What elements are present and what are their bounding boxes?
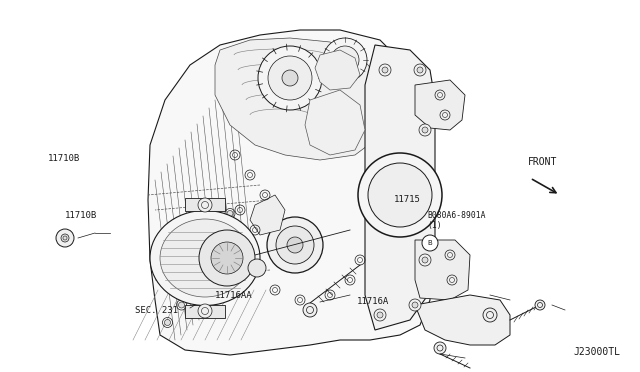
Circle shape — [422, 257, 428, 263]
Circle shape — [303, 303, 317, 317]
Circle shape — [198, 198, 212, 212]
Circle shape — [412, 302, 418, 308]
Circle shape — [198, 304, 212, 318]
Circle shape — [483, 308, 497, 322]
Text: 11716AA: 11716AA — [215, 291, 252, 300]
Circle shape — [268, 56, 312, 100]
Circle shape — [211, 242, 243, 274]
Circle shape — [212, 246, 218, 252]
Circle shape — [164, 320, 170, 326]
Ellipse shape — [150, 211, 260, 305]
Circle shape — [282, 70, 298, 86]
Circle shape — [56, 229, 74, 247]
Circle shape — [535, 300, 545, 310]
Polygon shape — [365, 45, 435, 330]
Circle shape — [379, 64, 391, 76]
Text: B080A6-8901A: B080A6-8901A — [428, 211, 486, 220]
Circle shape — [374, 309, 386, 321]
Circle shape — [202, 263, 208, 269]
Circle shape — [382, 67, 388, 73]
Circle shape — [258, 46, 322, 110]
Circle shape — [368, 163, 432, 227]
Polygon shape — [215, 38, 385, 160]
Polygon shape — [148, 30, 430, 355]
Circle shape — [447, 275, 457, 285]
Circle shape — [440, 110, 450, 120]
Circle shape — [331, 46, 359, 74]
Text: (1): (1) — [428, 221, 442, 230]
Polygon shape — [185, 305, 225, 318]
Circle shape — [377, 312, 383, 318]
Circle shape — [409, 299, 421, 311]
Polygon shape — [415, 295, 510, 345]
Circle shape — [61, 234, 69, 242]
Text: 11710B: 11710B — [48, 154, 80, 163]
Circle shape — [199, 230, 255, 286]
Circle shape — [414, 64, 426, 76]
Text: 11710B: 11710B — [65, 211, 97, 220]
Circle shape — [179, 302, 184, 308]
Circle shape — [276, 226, 314, 264]
Polygon shape — [185, 198, 225, 211]
Text: J23000TL: J23000TL — [574, 347, 621, 356]
Circle shape — [417, 67, 423, 73]
Circle shape — [323, 38, 367, 82]
Circle shape — [422, 127, 428, 133]
Text: 11716A: 11716A — [357, 297, 389, 306]
Text: B: B — [428, 240, 433, 246]
Circle shape — [287, 237, 303, 253]
Circle shape — [419, 124, 431, 136]
Circle shape — [422, 235, 438, 251]
Polygon shape — [415, 240, 470, 300]
Polygon shape — [315, 50, 360, 90]
Text: FRONT: FRONT — [528, 157, 557, 167]
Text: SEC. 231: SEC. 231 — [135, 306, 179, 315]
Circle shape — [248, 259, 266, 277]
Text: 11715: 11715 — [394, 195, 420, 203]
Circle shape — [445, 250, 455, 260]
Polygon shape — [415, 80, 465, 130]
Circle shape — [435, 90, 445, 100]
Circle shape — [358, 153, 442, 237]
Polygon shape — [305, 90, 365, 155]
Ellipse shape — [160, 219, 250, 297]
Circle shape — [221, 228, 227, 234]
Circle shape — [419, 254, 431, 266]
Polygon shape — [250, 195, 285, 235]
Circle shape — [434, 342, 446, 354]
Circle shape — [227, 211, 233, 217]
Circle shape — [191, 282, 197, 288]
Circle shape — [267, 217, 323, 273]
